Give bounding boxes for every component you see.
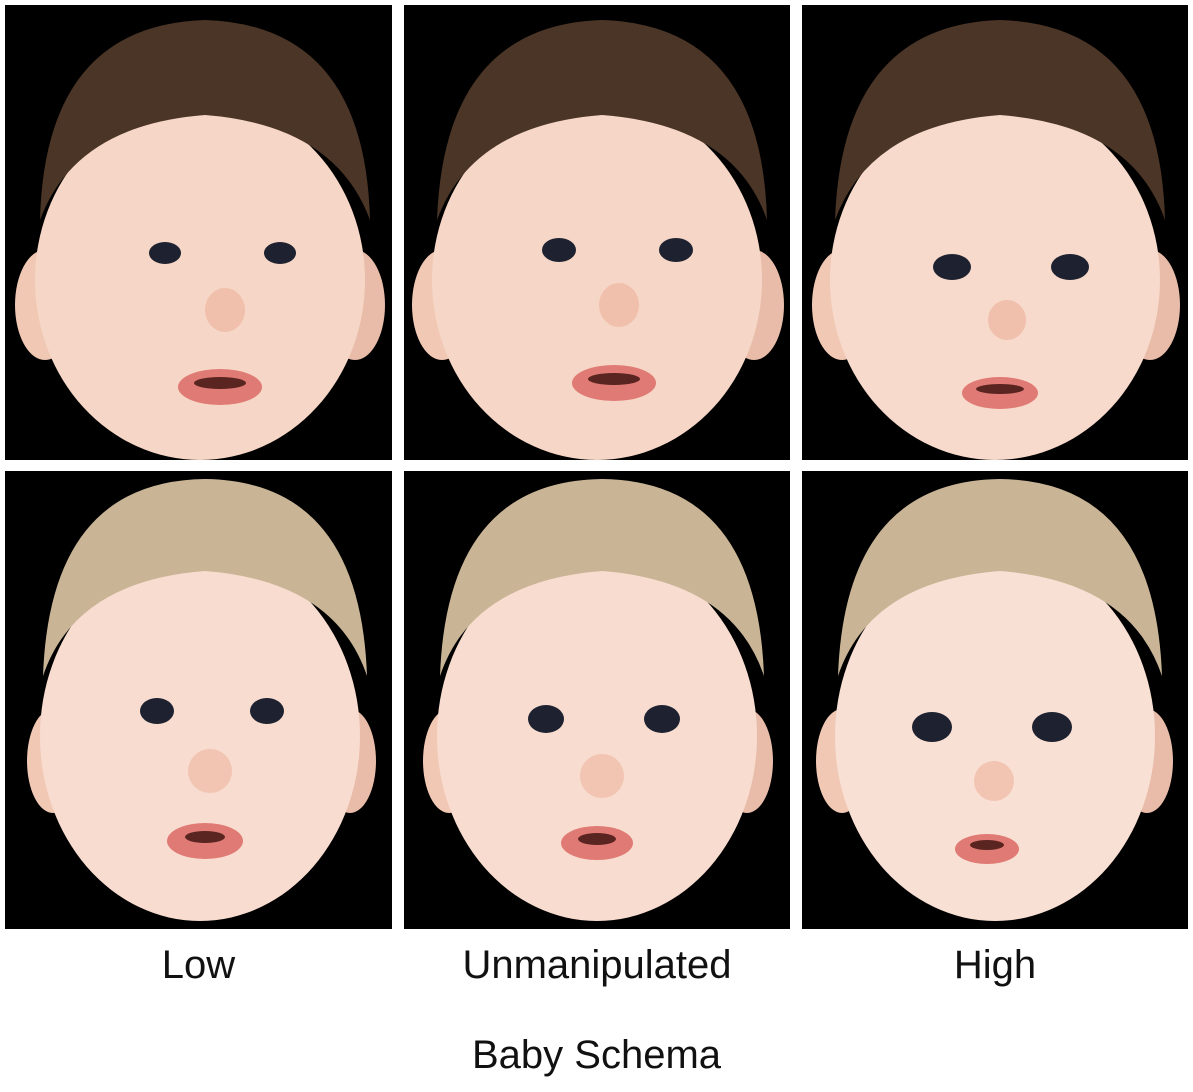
axis-title: Baby Schema [471, 1033, 722, 1077]
face-photo-dark-hair-low [15, 20, 385, 460]
column-label-high: High [953, 943, 1037, 987]
face-panel-row1-high [802, 5, 1188, 460]
face-photo-blond-low [27, 479, 376, 921]
column-label-unmanipulated: Unmanipulated [462, 943, 732, 987]
face-panel-row1-unmanipulated [404, 5, 790, 460]
face-panel-row2-low [5, 471, 392, 929]
column-label-low: Low [161, 943, 236, 987]
face-photo-dark-hair-unmanipulated [412, 20, 784, 460]
face-photo-dark-hair-high [812, 20, 1180, 460]
face-panel-row1-low [5, 5, 392, 460]
face-photo-blond-unmanipulated [423, 479, 773, 921]
face-photo-blond-high [816, 479, 1173, 921]
face-panel-row2-high [802, 471, 1188, 929]
face-panel-row2-unmanipulated [404, 471, 790, 929]
